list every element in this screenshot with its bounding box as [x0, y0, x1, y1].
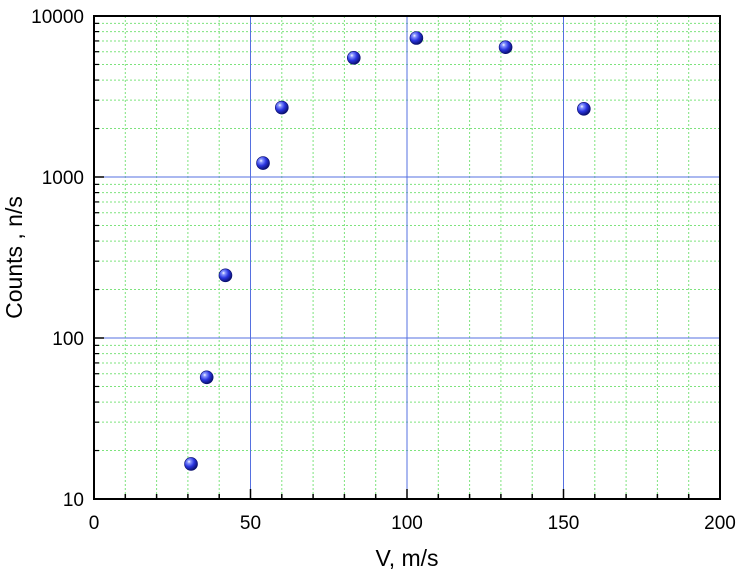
y-tick-label: 10000 — [31, 7, 84, 28]
data-point — [256, 156, 270, 170]
x-tick-label: 150 — [548, 513, 580, 534]
axis-ticks — [93, 15, 721, 500]
data-point — [274, 100, 289, 115]
data-point — [409, 31, 424, 45]
data-point — [184, 457, 198, 471]
major-grid — [94, 16, 720, 499]
data-point — [199, 370, 214, 385]
x-tick-label: 100 — [391, 513, 423, 534]
x-axis-title: V, m/s — [375, 545, 438, 571]
x-tick-labels: 0 50 100 150 200 — [89, 513, 736, 534]
data-point — [218, 268, 233, 283]
data-point — [577, 102, 591, 116]
data-point — [346, 51, 361, 65]
y-axis-title: Counts , n/s — [1, 196, 27, 319]
y-tick-label: 10 — [63, 490, 84, 511]
x-tick-label: 0 — [89, 513, 100, 534]
x-tick-label: 50 — [240, 513, 261, 534]
y-tick-labels: 10 100 1000 10000 — [31, 7, 84, 511]
x-tick-label: 200 — [704, 513, 736, 534]
data-point — [498, 40, 513, 55]
y-tick-label: 100 — [52, 329, 84, 350]
data-points — [184, 31, 591, 471]
y-tick-label: 1000 — [42, 168, 84, 189]
